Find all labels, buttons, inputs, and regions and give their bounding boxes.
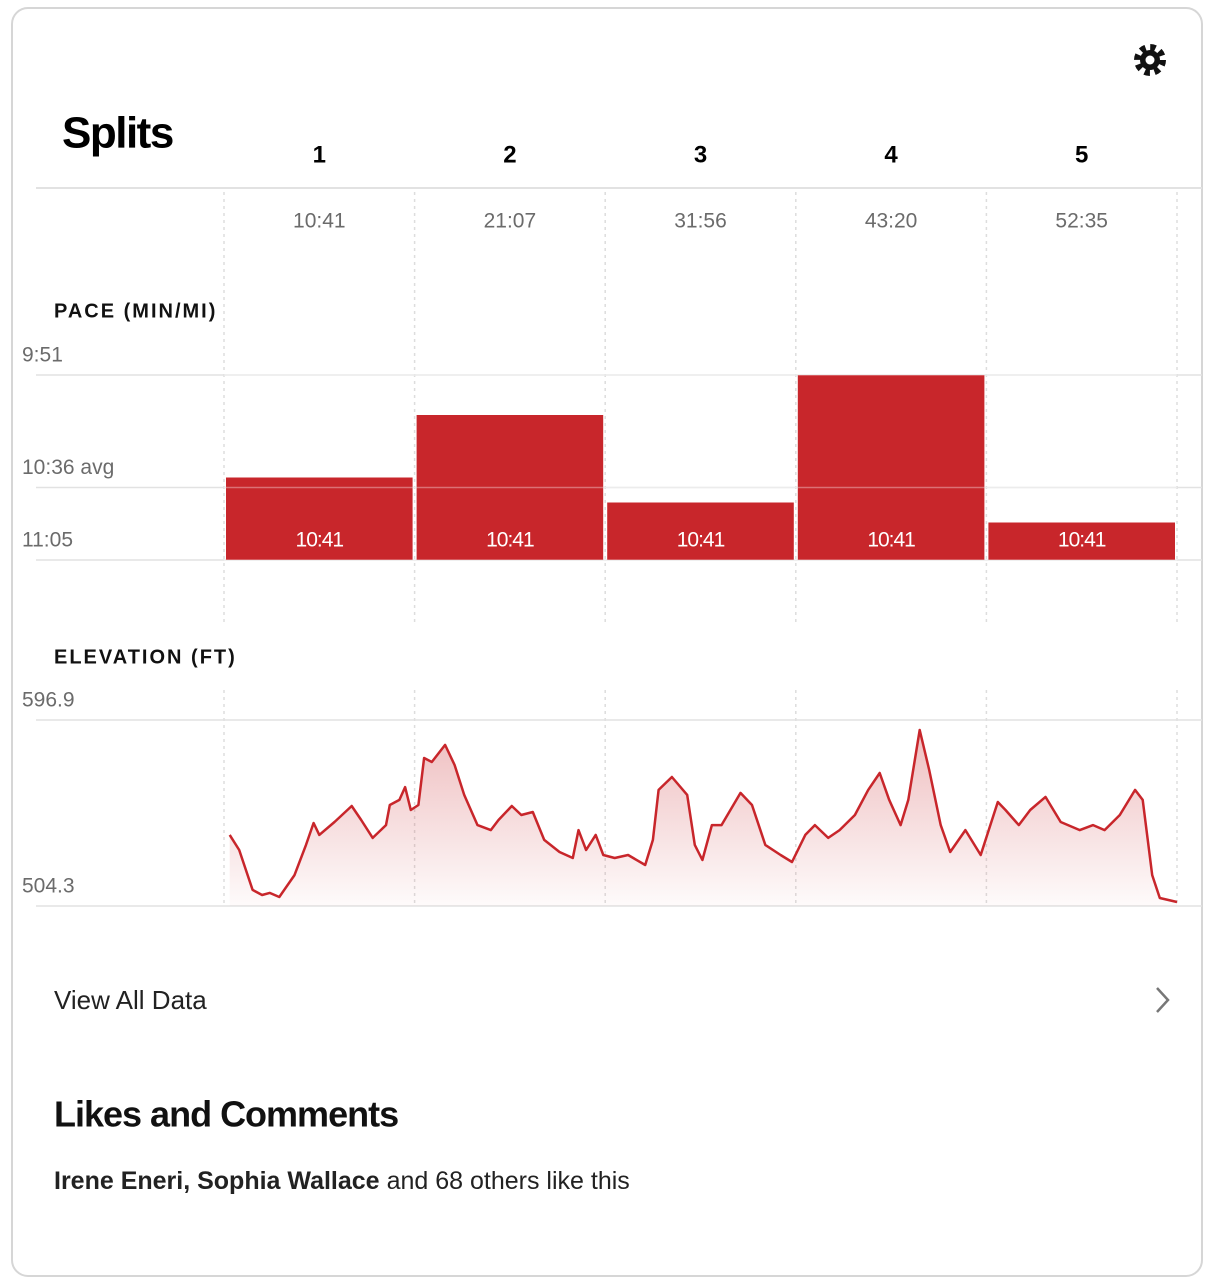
- y-tick-label: 10:36 avg: [22, 456, 114, 479]
- bar-label: 10:41: [1058, 529, 1106, 552]
- title: Splits: [62, 109, 173, 158]
- bar-label: 10:41: [486, 529, 534, 552]
- bar-label: 10:41: [296, 529, 344, 552]
- likes-count: and 68 others like this: [387, 1167, 630, 1195]
- bar-label: 10:41: [677, 529, 725, 552]
- split-time: 21:07: [484, 210, 537, 233]
- section-title: ELEVATION (FT): [54, 646, 237, 668]
- likes-text: Irene Eneri, Sophia Wallace and 68 others…: [54, 1167, 630, 1195]
- card: [11, 7, 1203, 1277]
- bar: [226, 477, 413, 560]
- split-time: 43:20: [865, 210, 918, 233]
- line: [228, 728, 1178, 904]
- y-tick-label: 596.9: [22, 689, 75, 712]
- bar: [988, 522, 1175, 560]
- split-time: 52:35: [1055, 210, 1108, 233]
- y-tick-label: 11:05: [22, 529, 73, 552]
- y-tick-label: 504.3: [22, 875, 75, 898]
- bar-label: 10:41: [867, 529, 915, 552]
- mile-label: 4: [884, 141, 898, 168]
- mile-label: 2: [503, 141, 516, 168]
- bar: [607, 502, 794, 560]
- area: [229, 730, 1177, 906]
- liker-names: Irene Eneri, Sophia Wallace: [54, 1167, 380, 1195]
- chevron[interactable]: [1156, 987, 1170, 1013]
- bar: [797, 375, 985, 560]
- section-title: PACE (MIN/MI): [54, 300, 217, 322]
- y-tick-label: 9:51: [22, 344, 63, 367]
- mile-label: 5: [1075, 141, 1088, 168]
- split-time: 10:41: [293, 210, 346, 233]
- mile-label: 1: [313, 141, 326, 168]
- bar: [416, 415, 604, 560]
- section-heading: Likes and Comments: [54, 1094, 398, 1135]
- split-time: 31:56: [674, 210, 727, 233]
- mile-label: 3: [694, 141, 707, 168]
- view-all-link[interactable]: View All Data: [54, 985, 207, 1015]
- settings-icon[interactable]: [1134, 44, 1166, 76]
